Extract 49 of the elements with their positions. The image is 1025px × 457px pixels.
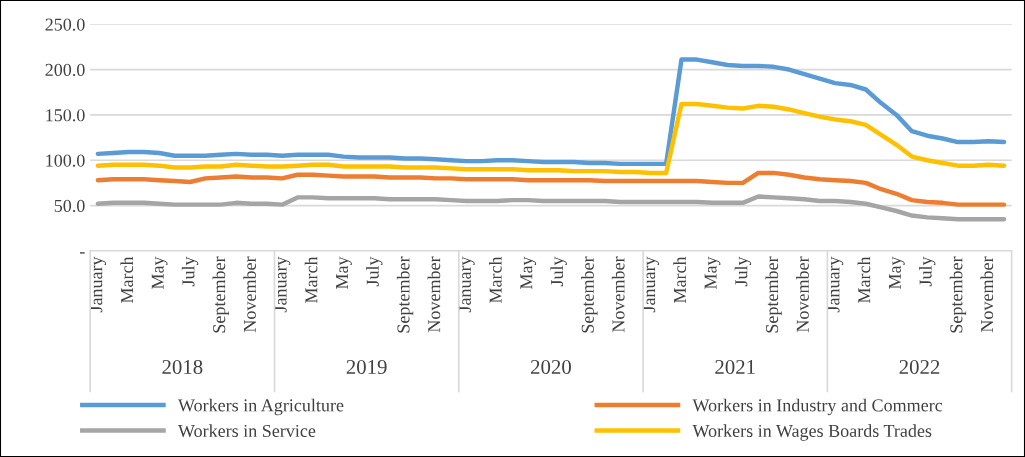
x-tick-label: March bbox=[857, 256, 871, 304]
text: 2020 bbox=[531, 359, 571, 374]
y-tick-label: 50.0 bbox=[54, 199, 85, 213]
text: 2019 bbox=[346, 359, 387, 374]
legend-label: Workers in Agriculture bbox=[177, 398, 344, 416]
x-tick-label: May bbox=[888, 256, 905, 290]
x-tick-label: July bbox=[181, 256, 199, 287]
legend-label: Workers in Wages Boards Trades bbox=[692, 424, 932, 441]
x-tick-label: September bbox=[765, 256, 782, 333]
line-series bbox=[95, 170, 1007, 207]
text: 2022 bbox=[899, 359, 940, 374]
x-tick-label: May bbox=[336, 256, 352, 290]
x-tick-label: September bbox=[581, 256, 598, 333]
x-tick-label: January bbox=[643, 256, 659, 313]
y-tick-label: 100.0 bbox=[46, 154, 85, 167]
x-tick-label: March bbox=[489, 256, 502, 304]
y-tick-label: 200.0 bbox=[45, 63, 85, 77]
x-tick-label: January bbox=[274, 256, 291, 313]
x-tick-label: July bbox=[918, 256, 936, 287]
x-tick-label: November bbox=[611, 256, 625, 333]
x-tick-label: November bbox=[796, 256, 809, 333]
text: 2021 bbox=[715, 359, 755, 374]
legend-label: Workers in Service bbox=[177, 424, 316, 438]
x-tick-label: January bbox=[458, 256, 475, 313]
x-tick-label: May bbox=[151, 256, 168, 290]
x-tick-label: July bbox=[734, 256, 752, 287]
x-tick-label: November bbox=[427, 256, 441, 333]
y-tick-label: 250.0 bbox=[45, 18, 85, 31]
x-tick-label: March bbox=[673, 256, 686, 304]
x-tick-label: January bbox=[827, 256, 844, 313]
x-tick-label: March bbox=[304, 256, 318, 304]
x-tick-label: July bbox=[550, 256, 567, 287]
y-tick-label: 150.0 bbox=[46, 109, 85, 122]
x-tick-label: September bbox=[396, 256, 414, 333]
x-tick-label: May bbox=[520, 256, 537, 290]
x-tick-label: September bbox=[212, 256, 229, 333]
x-tick-label: September bbox=[949, 256, 967, 333]
line-series bbox=[95, 57, 1007, 167]
x-tick-label: May bbox=[704, 256, 721, 290]
legend-label: Workers in Industry and Commerc bbox=[692, 398, 943, 416]
y-tick-label: - bbox=[80, 252, 85, 254]
line-series bbox=[95, 101, 1007, 176]
text: 2018 bbox=[162, 359, 203, 374]
x-tick-label: November bbox=[980, 256, 994, 333]
line-series bbox=[95, 194, 1007, 222]
x-tick-label: January bbox=[90, 256, 107, 313]
x-tick-label: November bbox=[243, 256, 256, 333]
x-tick-label: July bbox=[366, 256, 383, 287]
x-tick-label: March bbox=[120, 256, 134, 304]
